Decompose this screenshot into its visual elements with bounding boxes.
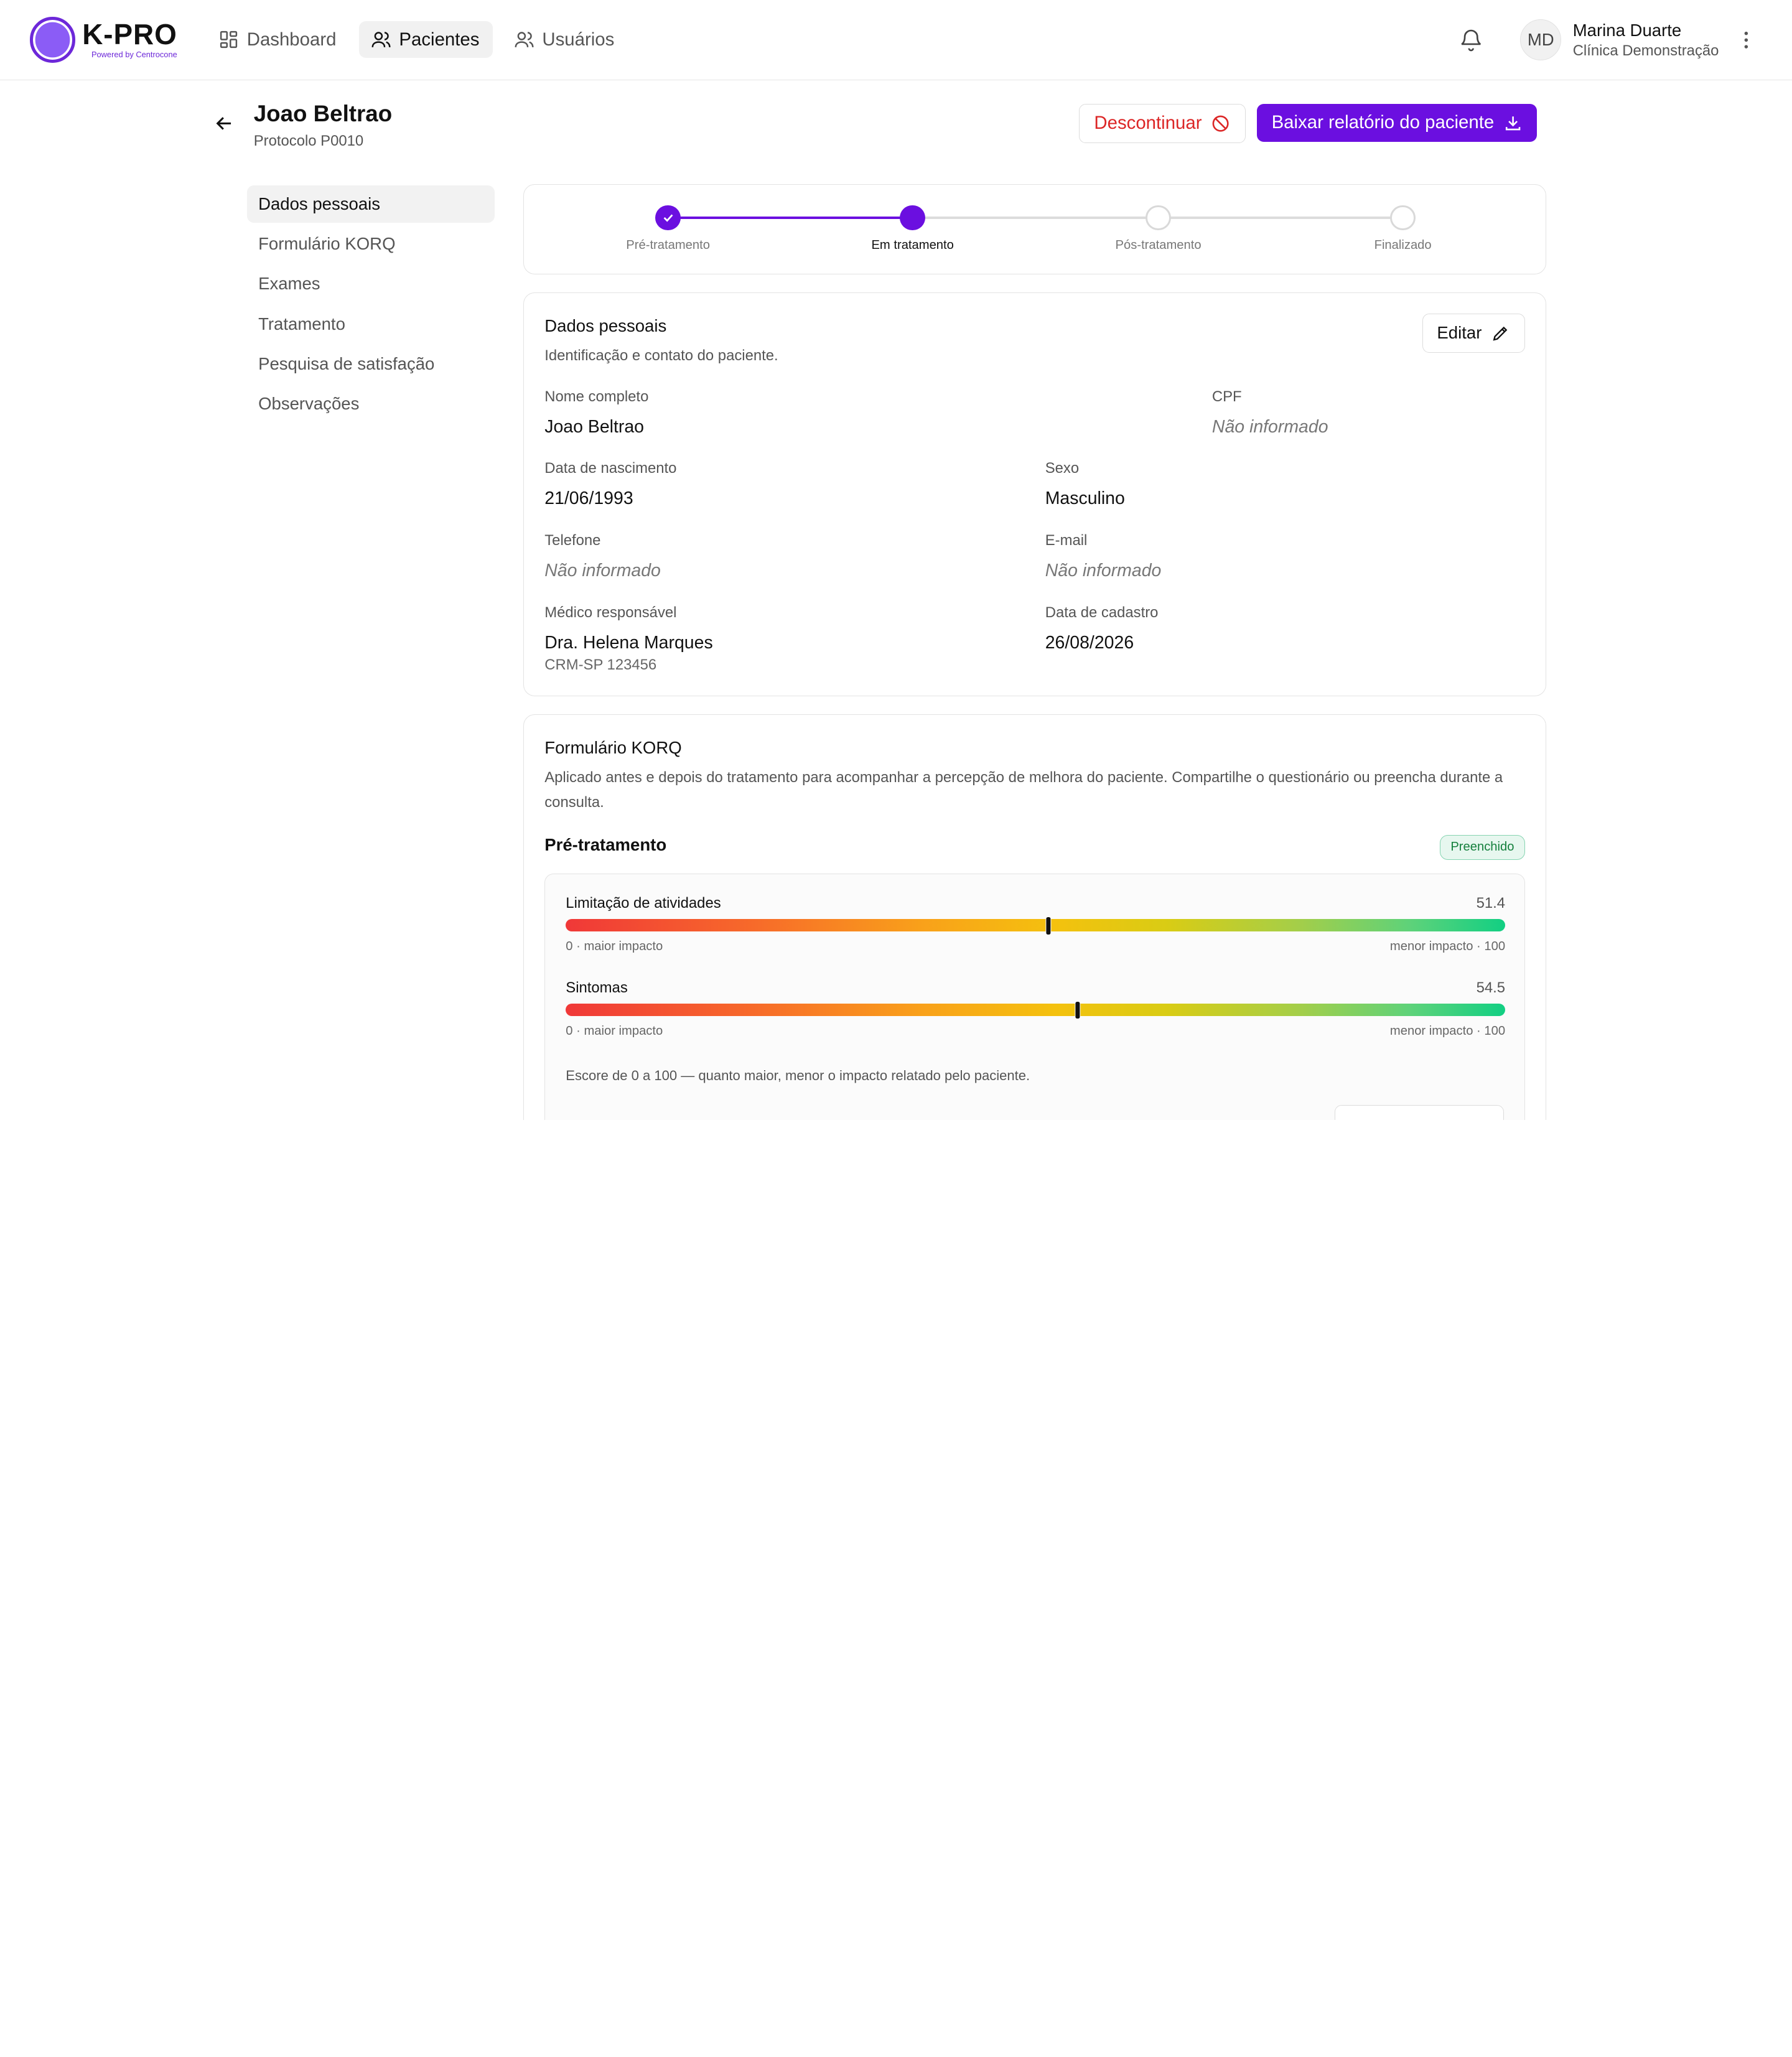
avatar[interactable]: MD [1520,19,1562,61]
score-max-label: menor impacto · 100 [1389,1024,1506,1038]
patient-protocol: Protocolo P0010 [253,133,364,150]
discontinue-button[interactable]: Descontinuar [1078,104,1246,143]
field-label-birth: Data de nascimento [544,460,677,477]
top-header: K-PRO Powered by Centrocone Dashboard Pa… [0,0,1792,80]
score-min-label: 0 · maior impacto [566,1024,663,1038]
field-label-registered: Data de cadastro [1045,604,1159,621]
step-label: Em tratamento [871,238,954,253]
treatment-stepper: Pré-tratamento Em tratamento Pós-tratame… [523,184,1547,274]
step-pre-tratamento [655,205,681,231]
user-icon [515,32,534,48]
brand-logo[interactable]: K-PRO Powered by Centrocone [29,17,177,63]
sidebar-item-dados-pessoais[interactable]: Dados pessoais [246,185,495,223]
field-doctor-crm: CRM-SP 123456 [544,656,657,674]
step-pos-tratamento [1146,205,1171,231]
field-label-doctor: Médico responsável [544,604,677,621]
ban-icon [1212,115,1229,132]
sidebar-item-pesquisa-satisfacao[interactable]: Pesquisa de satisfação [258,353,435,373]
user-name: Marina Duarte [1572,21,1682,40]
field-label-email: E-mail [1045,532,1088,549]
score-name: Sintomas [566,979,628,997]
field-value-email: Não informado [1045,560,1162,581]
nav-label: Dashboard [246,29,337,50]
step-finalizado [1390,205,1416,231]
score-value: 54.5 [1476,979,1506,997]
score-max-label: menor impacto · 100 [1389,939,1506,953]
brand-powered-by: Powered by Centrocone [91,50,177,60]
score-marker [1075,1001,1081,1020]
download-report-label: Baixar relatório do paciente [1271,112,1495,133]
card-title: Dados pessoais [544,315,667,335]
field-value-doctor: Dra. Helena Marques [544,632,713,653]
download-icon [1505,116,1521,131]
users-icon [371,32,391,48]
sidebar-item-observacoes[interactable]: Observações [258,394,360,414]
main-nav: Dashboard Pacientes Usuários [207,21,628,58]
arrow-left-icon[interactable] [213,112,236,135]
score-limitacao: Limitação de atividades 51.4 0 · maior i… [566,895,1506,959]
logo-circle-icon [29,17,76,63]
nav-item-dashboard[interactable]: Dashboard [207,21,350,58]
sidebar-item-exames[interactable]: Exames [258,274,320,294]
field-value-cpf: Não informado [1211,416,1328,437]
pencil-icon [1493,326,1508,341]
score-bar [566,917,1506,935]
step-label: Pós-tratamento [1115,238,1202,253]
card-title: Formulário KORQ [544,737,682,757]
card-description: Aplicado antes e depois do tratamento pa… [544,768,1503,811]
personal-data-card: Dados pessoais Identificação e contato d… [523,292,1547,696]
field-label-cpf: CPF [1211,388,1242,405]
score-sintomas: Sintomas 54.5 0 · maior impacto menor im… [566,979,1506,1043]
card-description: Identificação e contato do paciente. [544,347,778,364]
nav-label: Pacientes [399,29,480,50]
section-sidebar: Dados pessoais Formulário KORQ Exames Tr… [246,185,495,426]
score-note: Escore de 0 a 100 — quanto maior, menor … [566,1067,1030,1083]
edit-label: Editar [1437,323,1482,343]
sidebar-item-tratamento[interactable]: Tratamento [258,314,345,334]
korq-form-card: Formulário KORQ Aplicado antes e depois … [523,714,1547,1120]
nav-item-pacientes[interactable]: Pacientes [359,21,493,58]
nav-item-usuarios[interactable]: Usuários [502,21,628,58]
step-label: Pré-tratamento [626,238,710,253]
step-em-tratamento [900,205,925,231]
field-label-sex: Sexo [1045,460,1080,477]
korq-action-button[interactable] [1335,1105,1505,1120]
field-value-birth: 21/06/1993 [544,488,633,509]
step-label: Finalizado [1374,238,1432,253]
field-label-full-name: Nome completo [544,388,649,405]
nav-label: Usuários [542,29,615,50]
dashboard-icon [220,31,237,49]
field-label-phone: Telefone [544,532,601,549]
brand-name: K-PRO [82,17,177,50]
status-badge: Preenchido [1439,834,1525,861]
user-clinic: Clínica Demonstração [1572,42,1719,59]
discontinue-label: Descontinuar [1094,113,1202,134]
field-value-full-name: Joao Beltrao [544,416,645,437]
score-value: 51.4 [1476,895,1506,912]
check-icon [663,214,673,222]
edit-button[interactable]: Editar [1422,314,1525,353]
scores-panel: Limitação de atividades 51.4 0 · maior i… [544,874,1526,1120]
page-title: Joao Beltrao [253,100,393,126]
score-min-label: 0 · maior impacto [566,939,663,953]
phase-title: Pré-tratamento [544,834,667,854]
bell-icon[interactable] [1458,27,1483,52]
score-name: Limitação de atividades [566,895,721,912]
field-value-phone: Não informado [544,560,661,581]
score-marker [1045,917,1052,935]
field-value-sex: Masculino [1045,488,1125,509]
field-value-registered: 26/08/2026 [1045,632,1134,653]
download-report-button[interactable]: Baixar relatório do paciente [1257,104,1538,142]
step-line-done [679,217,925,219]
patient-header: Joao Beltrao Protocolo P0010 Descontinua… [213,98,1539,156]
more-vertical-icon[interactable] [1735,29,1758,52]
user-info[interactable]: Marina Duarte Clínica Demonstração [1573,20,1719,60]
score-bar [566,1001,1506,1020]
sidebar-item-formulario-korq[interactable]: Formulário KORQ [258,234,396,254]
